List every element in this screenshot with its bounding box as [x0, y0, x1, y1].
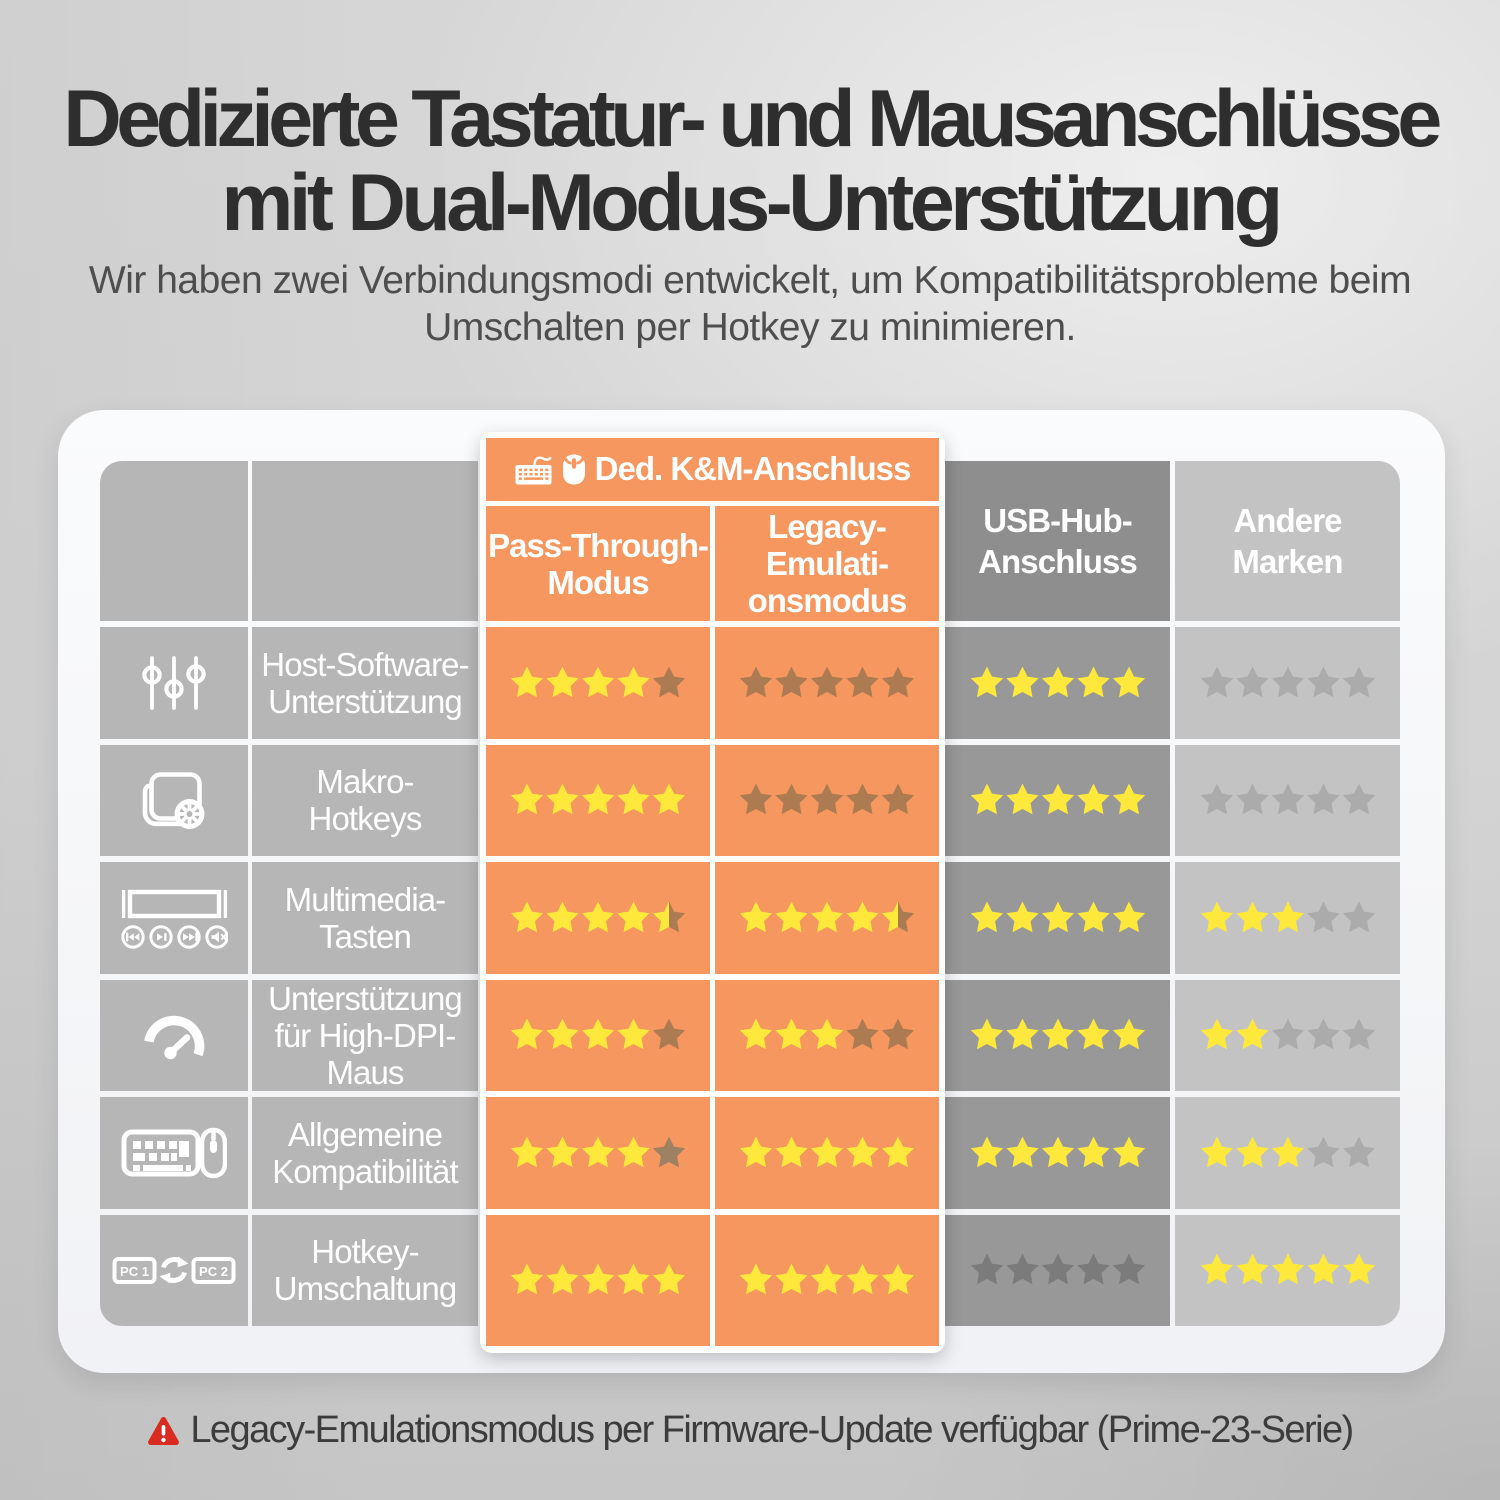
svg-text:PC 2: PC 2 — [199, 1264, 228, 1279]
svg-text:PC 1: PC 1 — [120, 1264, 149, 1279]
